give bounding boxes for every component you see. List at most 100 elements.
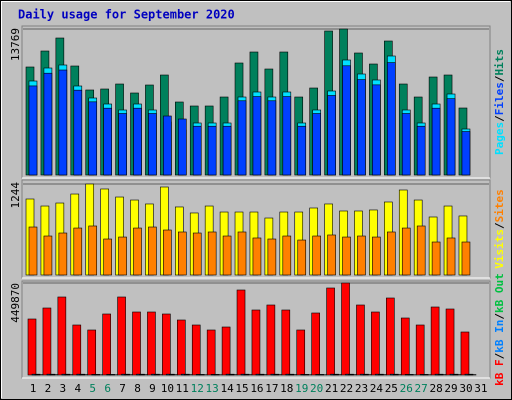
bar <box>206 329 216 376</box>
bar <box>266 304 276 376</box>
legend-separator: / <box>493 313 506 320</box>
bar <box>342 236 351 276</box>
legend-separator: / <box>493 222 506 229</box>
bar <box>192 232 202 276</box>
legend-entry: Sites <box>493 189 506 222</box>
x-tick-label: 4 <box>74 382 81 395</box>
bar <box>415 324 425 376</box>
bar <box>461 131 471 176</box>
x-tick-label: 29 <box>444 382 457 395</box>
bar <box>252 237 262 276</box>
legend-separator: / <box>493 75 506 82</box>
bar <box>148 226 157 276</box>
bar <box>416 225 426 276</box>
bar <box>251 309 261 376</box>
bar <box>282 96 292 176</box>
bar <box>191 324 201 376</box>
bar <box>42 307 52 376</box>
bar <box>58 69 68 176</box>
legend-separator: / <box>493 115 506 122</box>
bar <box>401 227 411 276</box>
bar <box>297 125 307 176</box>
bar <box>356 304 365 376</box>
legend-separator: / <box>493 352 506 359</box>
x-tick-label: 11 <box>176 382 189 395</box>
bar <box>58 232 68 276</box>
bar <box>327 95 336 176</box>
x-tick-label: 30 <box>459 382 472 395</box>
bar <box>73 89 83 176</box>
legend-entry: Pages <box>493 122 506 155</box>
bar <box>72 324 82 376</box>
legend-entry: kB Out <box>493 273 506 313</box>
bar <box>28 226 38 276</box>
bar <box>88 101 98 176</box>
bar <box>267 100 277 176</box>
legend-entry: Visits <box>493 229 506 269</box>
x-tick-label: 31 <box>474 382 487 395</box>
legend-entry: kB In <box>493 320 506 353</box>
bar <box>312 113 321 176</box>
bar <box>133 227 142 276</box>
x-tick-label: 18 <box>280 382 293 395</box>
bar <box>282 235 292 276</box>
x-tick-label: 21 <box>325 382 338 395</box>
bar <box>416 125 426 176</box>
legend: kB F/kB In/kB Out <box>493 273 506 386</box>
bar <box>163 115 172 176</box>
bar <box>446 237 456 276</box>
bar <box>43 72 53 176</box>
bar <box>311 312 320 376</box>
bar <box>236 289 246 376</box>
legend: Visits/Sites <box>493 189 506 269</box>
bar <box>162 313 171 376</box>
bar <box>296 329 306 376</box>
x-tick-label: 16 <box>250 382 263 395</box>
bar <box>102 313 111 376</box>
bar <box>341 282 350 376</box>
bar <box>461 241 471 276</box>
x-tick-label: 22 <box>340 382 353 395</box>
bar <box>371 311 380 376</box>
bar <box>177 319 186 376</box>
bar <box>431 241 441 276</box>
x-tick-label: 28 <box>429 382 442 395</box>
bar <box>118 236 127 276</box>
bar <box>207 231 217 276</box>
bar <box>431 107 441 176</box>
bar <box>118 113 127 176</box>
bar <box>326 287 335 376</box>
bar <box>372 84 381 176</box>
x-tick-label: 19 <box>295 382 308 395</box>
bar <box>133 107 142 176</box>
bar <box>357 235 366 276</box>
bar <box>281 309 291 376</box>
bar <box>148 113 157 176</box>
x-tick-label: 10 <box>161 382 174 395</box>
x-tick-label: 1 <box>30 382 37 395</box>
bar <box>87 329 97 376</box>
bar <box>178 118 187 176</box>
legend-entry: Hits <box>493 49 506 76</box>
legend: Pages/Files/Hits <box>493 49 506 155</box>
bar <box>207 125 217 176</box>
bar <box>117 296 126 376</box>
bar <box>327 234 336 276</box>
bar <box>221 326 231 376</box>
x-tick-label: 8 <box>134 382 141 395</box>
x-tick-label: 13 <box>206 382 219 395</box>
bar <box>43 235 53 276</box>
bar <box>430 306 440 376</box>
x-tick-label: 7 <box>119 382 126 395</box>
bar <box>387 62 396 176</box>
bar <box>27 318 37 376</box>
bar <box>446 98 456 176</box>
bar <box>342 65 351 176</box>
bar <box>386 297 395 376</box>
x-tick-label: 27 <box>415 382 428 395</box>
x-tick-label: 9 <box>149 382 156 395</box>
bar <box>267 238 277 276</box>
bar <box>252 96 262 176</box>
bar <box>28 85 38 176</box>
